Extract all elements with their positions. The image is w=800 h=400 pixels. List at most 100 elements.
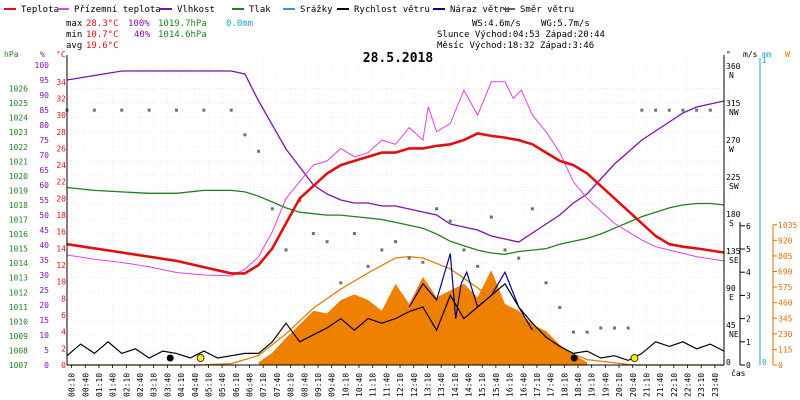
series-wind-direction-point	[544, 281, 548, 285]
stats-block: max 28.3°C 100% 1019.7hPa 0.0mm min 10.7…	[66, 19, 253, 51]
x-tick-label: 06:40	[246, 373, 255, 397]
unit-mm: mm	[762, 50, 772, 59]
tick-layer: 1026102510241023102210211020101910181017…	[9, 56, 798, 397]
series-wind-speed	[66, 282, 725, 362]
temp-tick-label: 32	[56, 94, 66, 103]
hpa-tick-label: 1017	[9, 216, 28, 225]
temp-tick-label: 26	[56, 144, 66, 153]
temp-tick-label: 14	[56, 244, 66, 253]
stat-max-rain: 0.0mm	[226, 19, 253, 29]
x-tick-label: 00:10	[68, 373, 77, 397]
dir-tick-compass: S	[729, 219, 734, 228]
dir-tick-compass: E	[729, 293, 734, 302]
series-wind-direction-point	[462, 248, 466, 252]
series-wind-direction-point	[585, 330, 589, 334]
ms-tick-label: 0	[746, 361, 751, 370]
moonset-marker	[166, 354, 174, 362]
ms-tick-label: 5	[746, 245, 751, 254]
unit-pct: %	[40, 50, 45, 59]
x-tick-label: 23:40	[711, 373, 720, 397]
series-wind-direction-point	[147, 108, 151, 112]
x-tick-label: 19:40	[601, 373, 610, 397]
series-wind-direction-point	[517, 256, 521, 260]
x-tick-label: 20:10	[615, 373, 624, 397]
sunrise-marker	[196, 354, 205, 362]
pct-tick-label: 30	[39, 271, 49, 280]
x-tick-label: 02:40	[136, 373, 145, 397]
axes-layer	[66, 55, 725, 366]
series-wind-direction-point	[654, 108, 658, 112]
x-tick-label: 17:10	[533, 373, 542, 397]
series-wind-gust	[408, 253, 533, 331]
hpa-tick-label: 1013	[9, 274, 28, 283]
legend-label: Směr větru	[520, 5, 574, 15]
pct-tick-label: 65	[39, 166, 49, 175]
x-tick-label: 02:10	[122, 373, 131, 397]
info-sun: Slunce Východ:04:53 Západ:20:44	[437, 30, 605, 40]
pct-tick-label: 80	[39, 121, 49, 130]
x-tick-label: 06:10	[232, 373, 241, 397]
stat-min-temp: 10.7°C	[86, 30, 119, 40]
pct-tick-label: 45	[39, 226, 49, 235]
series-wind-direction-point	[558, 305, 562, 309]
legend-label: Přízemní teplota	[74, 5, 161, 15]
dir-tick-label: 0	[726, 358, 731, 367]
x-tick-label: 15:40	[492, 373, 501, 397]
dir-tick-compass: W	[729, 145, 734, 154]
axis-units: hPa % °C ° m/s mm W čas	[4, 50, 790, 378]
series-solar-measured	[258, 270, 588, 365]
stat-min-hum: 40%	[134, 30, 151, 40]
dir-tick-compass: NE	[729, 330, 739, 339]
temp-tick-label: 8	[61, 294, 66, 303]
x-tick-label: 01:10	[95, 373, 104, 397]
temp-tick-label: 20	[56, 194, 66, 203]
series-wind-direction-point	[175, 108, 178, 112]
x-tick-label: 10:40	[355, 373, 364, 397]
ms-tick-label: 4	[746, 268, 751, 277]
pct-tick-label: 40	[39, 241, 49, 250]
x-tick-label: 01:40	[109, 373, 118, 397]
series-wind-direction-point	[243, 133, 247, 137]
series-wind-direction-point	[640, 108, 644, 112]
info-block: WS:4.6m/s WG:5.7m/s Slunce Východ:04:53 …	[437, 19, 605, 51]
dir-tick-label: 225	[726, 173, 741, 182]
x-tick-label: 14:40	[465, 373, 474, 397]
stat-max-label: max	[66, 19, 83, 29]
hpa-tick-label: 1012	[9, 288, 28, 297]
hpa-tick-label: 1009	[9, 332, 28, 341]
hpa-tick-label: 1025	[9, 99, 28, 108]
series-wind-direction-point	[681, 108, 685, 112]
series-layer	[65, 70, 725, 366]
x-tick-label: 05:40	[218, 373, 227, 397]
hpa-tick-label: 1014	[9, 259, 28, 268]
pct-tick-label: 85	[39, 106, 49, 115]
x-tick-label: 07:40	[273, 373, 282, 397]
series-wind-direction-point	[366, 264, 370, 268]
w-tick-label: 115	[778, 345, 793, 354]
legend-label: Teplota	[21, 5, 59, 15]
x-tick-label: 17:40	[547, 373, 556, 397]
hpa-tick-label: 1020	[9, 172, 28, 181]
series-wind-direction-point	[284, 248, 288, 252]
series-wind-direction-point	[667, 108, 671, 112]
series-solar	[67, 255, 724, 366]
hpa-tick-label: 1022	[9, 143, 28, 152]
dir-tick-compass: NW	[729, 108, 739, 117]
x-tick-label: 13:10	[423, 373, 432, 397]
temp-tick-label: 0	[61, 361, 66, 370]
pct-tick-label: 50	[39, 211, 49, 220]
pct-tick-label: 25	[39, 286, 49, 295]
sunset-marker	[630, 354, 639, 362]
series-wind-direction-point	[613, 326, 616, 330]
ms-tick-label: 6	[746, 222, 751, 231]
temp-tick-label: 2	[61, 344, 66, 353]
series-wind-direction-point	[626, 326, 630, 330]
dir-tick-label: 45	[726, 321, 736, 330]
x-tick-label: 18:10	[560, 373, 569, 397]
stat-avg-temp: 19.6°C	[86, 41, 119, 51]
x-tick-label: 07:10	[259, 373, 268, 397]
series-wind-direction-point	[270, 207, 274, 211]
w-tick-label: 345	[778, 314, 793, 323]
moonrise-marker	[570, 354, 578, 362]
